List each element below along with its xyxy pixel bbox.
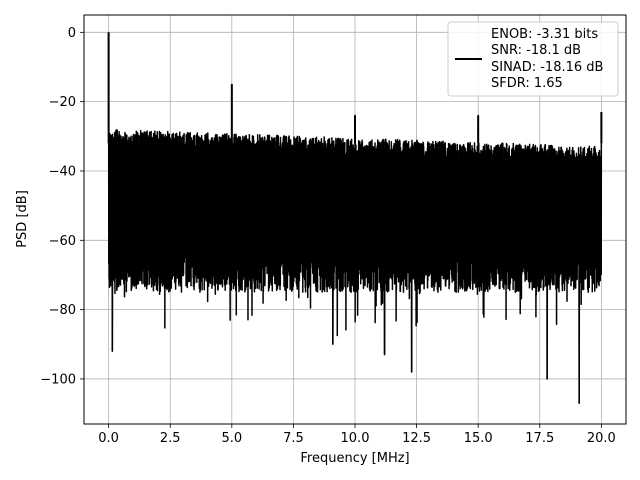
x-tick-label: 20.0	[587, 431, 616, 446]
y-tick-label: 0	[68, 26, 76, 41]
legend-snr: SNR: -18.1 dB	[491, 43, 581, 58]
x-tick-label: 12.5	[402, 431, 431, 446]
y-tick-label: −20	[49, 95, 76, 110]
x-tick-label: 5.0	[221, 431, 242, 446]
x-tick-label: 2.5	[160, 431, 181, 446]
legend-enob: ENOB: -3.31 bits	[491, 27, 598, 42]
x-axis-label: Frequency [MHz]	[300, 451, 409, 466]
legend-box	[447, 21, 619, 97]
y-tick-label: −40	[49, 164, 76, 179]
x-tick-label: 17.5	[525, 431, 554, 446]
legend-sinad: SINAD: -18.16 dB	[491, 60, 603, 75]
x-tick-label: 10.0	[341, 431, 370, 446]
x-tick-label: 0.0	[98, 431, 119, 446]
y-axis-label: PSD [dB]	[15, 190, 30, 248]
y-axis-ticks: 0 −20 −40 −60 −80 −100	[40, 26, 84, 387]
x-tick-label: 15.0	[464, 431, 493, 446]
y-tick-label: −60	[49, 234, 76, 249]
legend-sfdr: SFDR: 1.65	[491, 76, 563, 91]
x-axis-ticks: 0.0 2.5 5.0 7.5 10.0 12.5 15.0 17.5 20.0	[98, 424, 616, 446]
y-tick-label: −80	[49, 303, 76, 318]
x-tick-label: 7.5	[283, 431, 304, 446]
series-layer	[107, 32, 603, 404]
y-tick-label: −100	[40, 372, 76, 387]
legend: ENOB: -3.31 bits SNR: -18.1 dB SINAD: -1…	[447, 21, 619, 97]
plot-area	[107, 32, 603, 404]
